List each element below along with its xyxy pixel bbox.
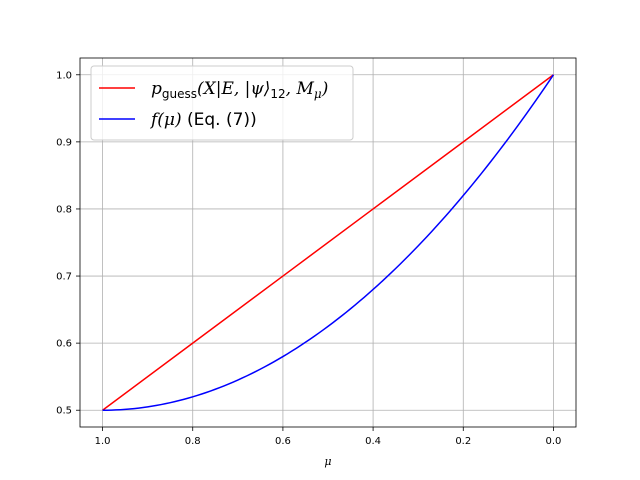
x-tick-label: 0.2	[455, 436, 471, 447]
y-tick-label: 0.8	[56, 204, 72, 215]
x-tick-label: 0.6	[275, 436, 291, 447]
y-axis-ticks: 0.5 0.6 0.7 0.8 0.9 1.0	[56, 70, 80, 417]
x-axis-ticks: 1.0 0.8 0.6 0.4 0.2 0.0	[95, 427, 562, 447]
y-tick-label: 0.6	[56, 339, 72, 350]
x-tick-label: 0.0	[546, 436, 562, 447]
plot-frame	[79, 57, 577, 428]
series-layer	[102, 74, 555, 411]
legend-label-1: pguess(X|E, |ψ⟩12, Mμ)	[151, 79, 328, 101]
x-tick-label: 0.4	[365, 436, 381, 447]
x-axis-label: μ	[324, 455, 331, 468]
x-tick-label: 0.8	[185, 436, 201, 447]
x-tick-label: 1.0	[95, 436, 111, 447]
y-tick-label: 1.0	[56, 70, 72, 81]
legend: pguess(X|E, |ψ⟩12, Mμ) f(μ) (Eq. (7))	[90, 65, 354, 141]
y-tick-label: 0.7	[56, 272, 72, 283]
legend-label-2: f(μ) (Eq. (7))	[149, 110, 257, 130]
series-line-2	[102, 74, 555, 411]
y-tick-label: 0.5	[56, 406, 72, 417]
legend-box	[90, 65, 354, 141]
y-tick-label: 0.9	[56, 137, 72, 148]
series-line-1	[102, 74, 554, 411]
